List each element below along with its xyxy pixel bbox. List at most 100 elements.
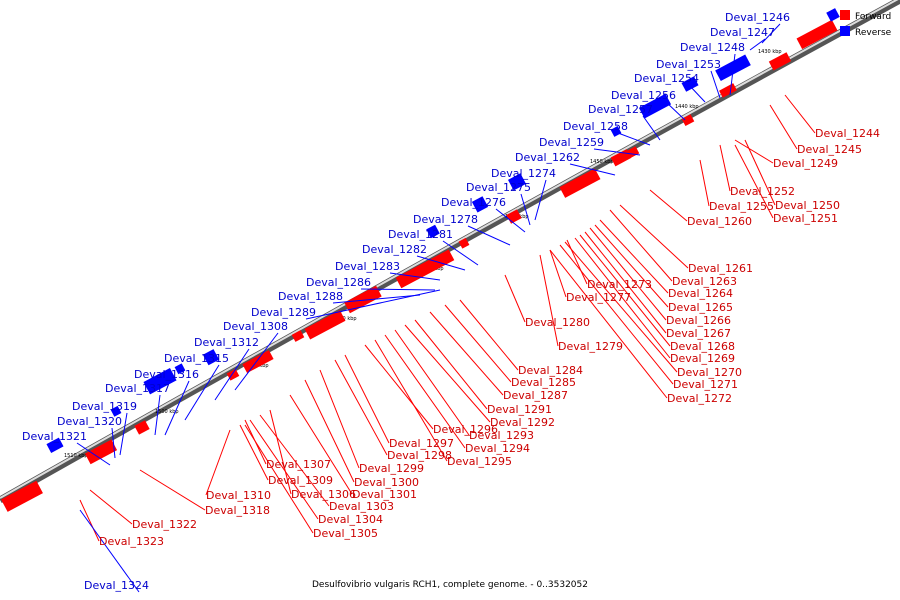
forward-gene-label: Deval_1322: [132, 518, 197, 531]
forward-label-leader: [539, 254, 559, 347]
forward-label-leader: [504, 274, 526, 323]
forward-gene-label: Deval_1277: [566, 291, 631, 304]
forward-label-leader: [459, 299, 519, 371]
tick-label: 1440 kbp: [675, 104, 699, 110]
reverse-gene-label: Deval_1324: [84, 579, 149, 592]
forward-gene-label: Deval_1250: [775, 199, 840, 212]
tick-label: 1480 kbp: [333, 316, 357, 322]
forward-gene-label: Deval_1323: [99, 535, 164, 548]
forward-gene-label: Deval_1245: [797, 143, 862, 156]
forward-label-leader: [719, 144, 731, 192]
legend-forward-label: Forward: [855, 12, 891, 22]
legend-reverse-label: Reverse: [855, 28, 892, 38]
forward-gene: [768, 52, 792, 71]
forward-gene: [626, 146, 640, 159]
forward-label-leader: [244, 424, 314, 534]
reverse-gene: [638, 93, 672, 119]
forward-gene-label: Deval_1264: [668, 287, 733, 300]
reverse-gene-label: Deval_1253: [656, 58, 721, 71]
forward-label-leader: [559, 244, 674, 385]
reverse-label-leader: [710, 70, 721, 99]
reverse-gene-label: Deval_1321: [22, 430, 87, 443]
reverse-label-leader: [534, 179, 547, 221]
reverse-gene-label: Deval_1262: [515, 151, 580, 164]
reverse-gene: [610, 126, 622, 137]
forward-label-leader: [289, 394, 353, 495]
forward-gene: [395, 249, 455, 289]
forward-label-leader: [549, 249, 567, 298]
forward-label-leader: [444, 304, 512, 383]
reverse-gene-label: Deval_1276: [441, 196, 506, 209]
reverse-label-leader: [442, 240, 479, 266]
reverse-label-leader: [665, 101, 686, 121]
forward-gene-label: Deval_1306: [291, 488, 356, 501]
reverse-gene-label: Deval_1247: [710, 26, 775, 39]
legend-forward-swatch: [840, 10, 850, 20]
forward-gene-label: Deval_1300: [354, 476, 419, 489]
forward-label-leader: [589, 227, 667, 321]
reverse-label-leader: [569, 163, 616, 176]
forward-label-leader: [564, 241, 678, 373]
reverse-label-leader: [729, 53, 736, 96]
forward-label-leader: [205, 429, 231, 496]
reverse-gene: [508, 173, 526, 191]
forward-gene-label: Deval_1265: [668, 301, 733, 314]
forward-gene-label: Deval_1252: [730, 185, 795, 198]
reverse-label-leader: [688, 84, 706, 103]
forward-label-leader: [744, 139, 776, 206]
reverse-label-leader: [416, 255, 466, 271]
reverse-label-leader: [593, 148, 641, 156]
tick-label: 1510 kbp: [64, 453, 88, 459]
reverse-label-leader: [76, 442, 111, 466]
forward-label-leader: [429, 311, 504, 396]
reverse-label-leader: [234, 332, 279, 391]
forward-label-leader: [249, 419, 319, 520]
reverse-label-leader: [111, 427, 116, 459]
forward-gene-label: Deval_1294: [465, 442, 530, 455]
forward-gene-label: Deval_1303: [329, 500, 394, 513]
forward-label-leader: [344, 354, 390, 444]
forward-gene-label: Deval_1269: [670, 352, 735, 365]
forward-label-leader: [784, 94, 816, 134]
reverse-gene-label: Deval_1282: [362, 243, 427, 256]
forward-gene-label: Deval_1272: [667, 392, 732, 405]
forward-gene-label: Deval_1273: [587, 278, 652, 291]
reverse-label-leader: [520, 193, 531, 226]
forward-gene-label: Deval_1293: [469, 429, 534, 442]
forward-gene-label: Deval_1295: [447, 455, 512, 468]
reverse-label-leader: [214, 348, 250, 401]
forward-label-leader: [304, 379, 355, 483]
forward-gene: [134, 420, 150, 435]
forward-label-leader: [549, 249, 668, 399]
forward-gene-label: Deval_1301: [352, 488, 417, 501]
reverse-label-leader: [360, 288, 436, 291]
forward-gene-label: Deval_1297: [389, 437, 454, 450]
reverse-label-leader: [332, 294, 421, 304]
forward-gene: [681, 114, 695, 127]
forward-label-leader: [594, 224, 669, 308]
gene-layer: [1, 8, 840, 512]
forward-gene-label: Deval_1298: [387, 449, 452, 462]
forward-label-leader: [364, 344, 434, 430]
forward-gene: [344, 285, 382, 314]
forward-gene-label: Deval_1280: [525, 316, 590, 329]
forward-gene-label: Deval_1292: [490, 416, 555, 429]
forward-gene-label: Deval_1255: [709, 200, 774, 213]
forward-gene: [304, 310, 346, 340]
forward-gene-label: Deval_1244: [815, 127, 880, 140]
forward-gene: [559, 168, 601, 198]
reverse-label-leader: [495, 208, 526, 233]
legend: Forward Reverse: [840, 10, 892, 38]
forward-label-leader: [414, 319, 488, 410]
reverse-gene-label: Deval_1258: [563, 120, 628, 133]
forward-label-leader: [269, 409, 292, 495]
reverse-gene-label: Deval_1281: [388, 228, 453, 241]
forward-gene-label: Deval_1266: [666, 314, 731, 327]
forward-gene-label: Deval_1279: [558, 340, 623, 353]
reverse-label-leader: [184, 364, 220, 421]
legend-reverse-swatch: [840, 26, 850, 36]
reverse-gene: [426, 224, 440, 239]
reverse-gene-label: Deval_1317: [105, 382, 170, 395]
reverse-gene: [471, 196, 489, 213]
